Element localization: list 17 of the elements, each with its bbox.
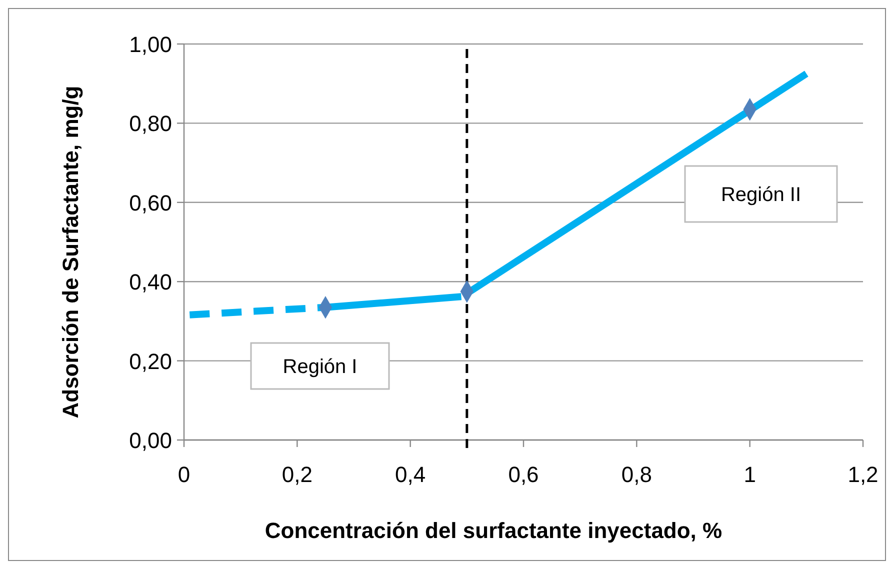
x-axis-title: Concentración del surfactante inyectado, %: [264, 518, 722, 543]
y-axis-title: Adsorción de Surfactante, mg/g: [58, 86, 83, 418]
x-tick-label: 0,8: [621, 462, 652, 487]
y-tick-label: 1,00: [129, 32, 172, 57]
y-tick-label: 0,40: [129, 270, 172, 295]
annotation: Región II: [720, 184, 802, 206]
x-tick-label: 1,2: [848, 462, 878, 487]
y-tick-label: 0,80: [129, 111, 172, 136]
x-tick-label: 1: [744, 462, 756, 487]
x-tick-label: 0: [178, 462, 190, 487]
y-tick-label: 0,60: [129, 190, 172, 216]
x-tick-label: 0,4: [395, 462, 426, 487]
x-tick-label: 0,2: [282, 462, 312, 487]
annotation: Región I: [282, 356, 358, 378]
y-tick-label: 0,00: [129, 428, 172, 453]
y-tick-label: 0,20: [129, 348, 172, 374]
x-tick-label: 0,6: [508, 462, 539, 487]
